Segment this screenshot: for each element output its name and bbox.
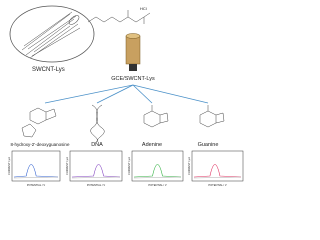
panel-name: 8-hydroxy-2'-deoxyguanosine xyxy=(11,142,70,147)
electrode-label: GCE/SWCNT-Lys xyxy=(111,76,155,82)
panel-name: Adenine xyxy=(142,142,162,148)
nanotube xyxy=(21,11,81,59)
y-axis-label: CURRENT / μA xyxy=(65,157,69,175)
plot-frame xyxy=(69,150,123,182)
voltammogram xyxy=(71,164,121,178)
arrows xyxy=(44,84,209,104)
lysine-molecule xyxy=(87,10,151,24)
nanotube-label: SWCNT-Lys xyxy=(32,67,65,73)
y-axis-label: CURRENT / μA xyxy=(127,157,131,175)
plot-frame xyxy=(131,150,184,182)
y-axis-label: CURRENT / μA xyxy=(7,157,11,175)
x-axis-label: POTENTIAL / V xyxy=(208,183,226,187)
reagent: HCl xyxy=(140,6,147,11)
plot-frame xyxy=(191,150,244,182)
electrode-body xyxy=(125,35,141,65)
baseline xyxy=(13,176,59,179)
nanotube-frame xyxy=(9,5,95,63)
voltammogram xyxy=(133,164,182,178)
panel-name: DNA xyxy=(91,142,103,148)
voltammogram xyxy=(193,164,242,178)
x-axis-label: POTENTIAL / V xyxy=(27,183,45,187)
baseline xyxy=(193,176,242,179)
y-axis-label: CURRENT / μA xyxy=(187,157,191,175)
graphical-abstract: SWCNT-Lys HCl GCE/SWCNT-Lys 8-hydroxy-2'… xyxy=(7,5,244,187)
voltammogram xyxy=(13,164,59,178)
x-axis-label: POTENTIAL / V xyxy=(87,183,105,187)
structures xyxy=(21,104,225,143)
electrode-tip xyxy=(129,64,137,71)
x-axis-label: POTENTIAL / V xyxy=(148,183,166,187)
panel-name: Guanine xyxy=(198,142,219,148)
electrode-top xyxy=(125,33,141,39)
baseline xyxy=(133,176,182,179)
baseline xyxy=(71,176,121,179)
